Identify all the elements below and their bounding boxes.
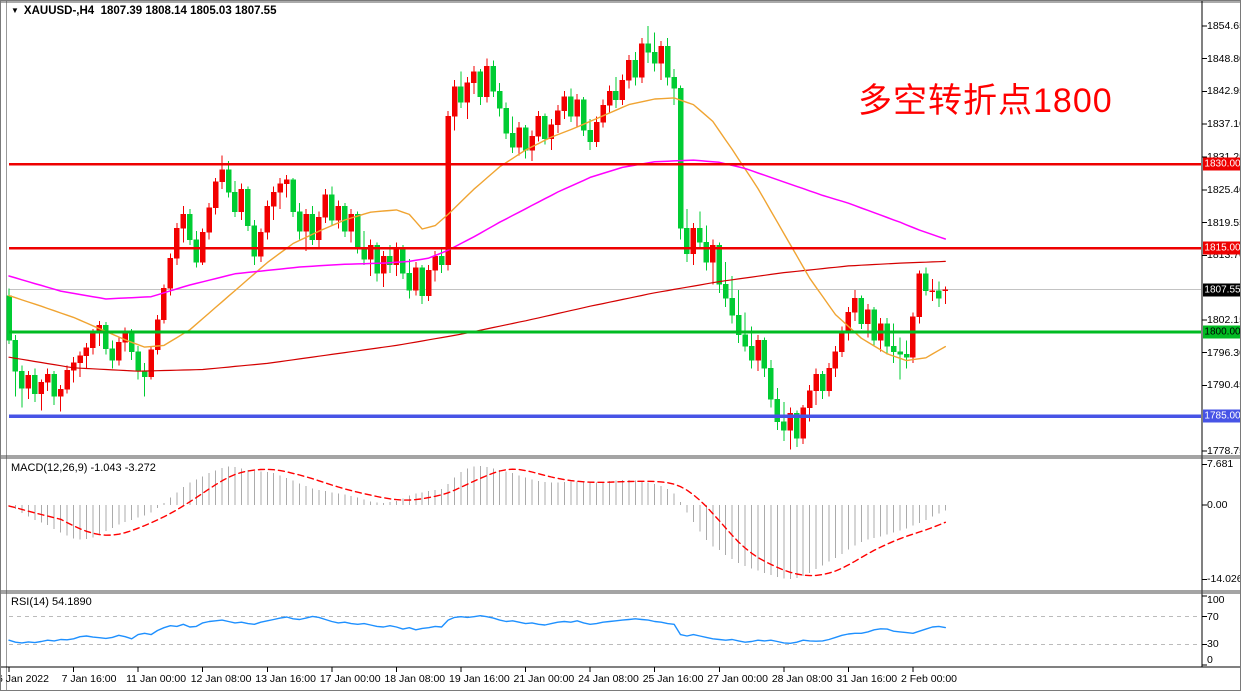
price-tick-label: 1848.80 [1207,52,1240,65]
resistance-badge-1830: 1830.00 [1203,157,1241,171]
price-tick-label: 1819.55 [1207,216,1240,229]
price-tick-label: 1854.65 [1207,19,1240,32]
indicator-tick-label: -14.026 [1207,573,1241,586]
support-badge-1785: 1785.00 [1203,409,1241,423]
annotation-text: 多空转折点1800 [858,82,1113,120]
price-tick-label: 1825.40 [1207,183,1240,196]
current-price-badge: 1807.55 [1203,283,1241,297]
price-tick-label: 1796.30 [1207,346,1240,359]
time-tick-label: 17 Jan 00:00 [319,673,381,685]
symbol-period-label: XAUUSD-,H4 [23,5,95,17]
window-left-border [6,1,7,690]
indicator-tick-label: 0 [1207,654,1213,666]
time-tick-label: 13 Jan 16:00 [255,673,316,685]
time-tick-label: 6 Jan 2022 [0,673,49,685]
indicator-tick-label: 70 [1207,610,1219,623]
price-tick-label: 1778.75 [1207,445,1240,457]
resistance-badge-1815: 1815.00 [1203,241,1241,255]
chart-title: ▼ XAUUSD-,H4 1807.39 1808.14 1805.03 1807… [11,5,276,17]
price-tick-label: 1842.95 [1207,85,1240,98]
macd-indicator-label: MACD(12,26,9) -1.043 -3.272 [11,462,156,474]
time-tick-label: 7 Jan 16:00 [61,673,117,685]
time-tick-label: 19 Jan 16:00 [448,673,510,685]
price-tick-label: 1837.10 [1207,118,1240,131]
indicator-tick-label: 100 [1207,594,1225,606]
indicator-tick-label: 30 [1207,638,1219,651]
rsi-indicator-label: RSI(14) 54.1890 [11,596,92,608]
time-tick-label: 27 Jan 00:00 [707,673,768,685]
pivot-badge-1800: 1800.00 [1203,325,1241,339]
indicator-tick-label: 0.00 [1207,499,1228,511]
time-tick-label: 11 Jan 00:00 [126,673,187,685]
time-tick-label: 31 Jan 16:00 [836,673,898,685]
time-tick-label: 12 Jan 08:00 [190,673,252,685]
time-tick-label: 21 Jan 00:00 [513,673,575,685]
collapse-triangle-icon[interactable]: ▼ [11,6,19,15]
price-tick-label: 1790.45 [1207,379,1240,392]
price-tick-label: 1802.15 [1207,313,1240,326]
time-tick-label: 25 Jan 16:00 [642,673,704,685]
indicator-tick-label: 7.681 [1207,458,1234,471]
time-tick-label: 24 Jan 08:00 [578,673,639,685]
time-tick-label: 2 Feb 00:00 [900,673,958,685]
time-tick-label: 28 Jan 08:00 [771,673,833,685]
time-tick-label: 18 Jan 08:00 [384,673,446,685]
ohlc-values: 1807.39 1808.14 1805.03 1807.55 [100,5,277,17]
